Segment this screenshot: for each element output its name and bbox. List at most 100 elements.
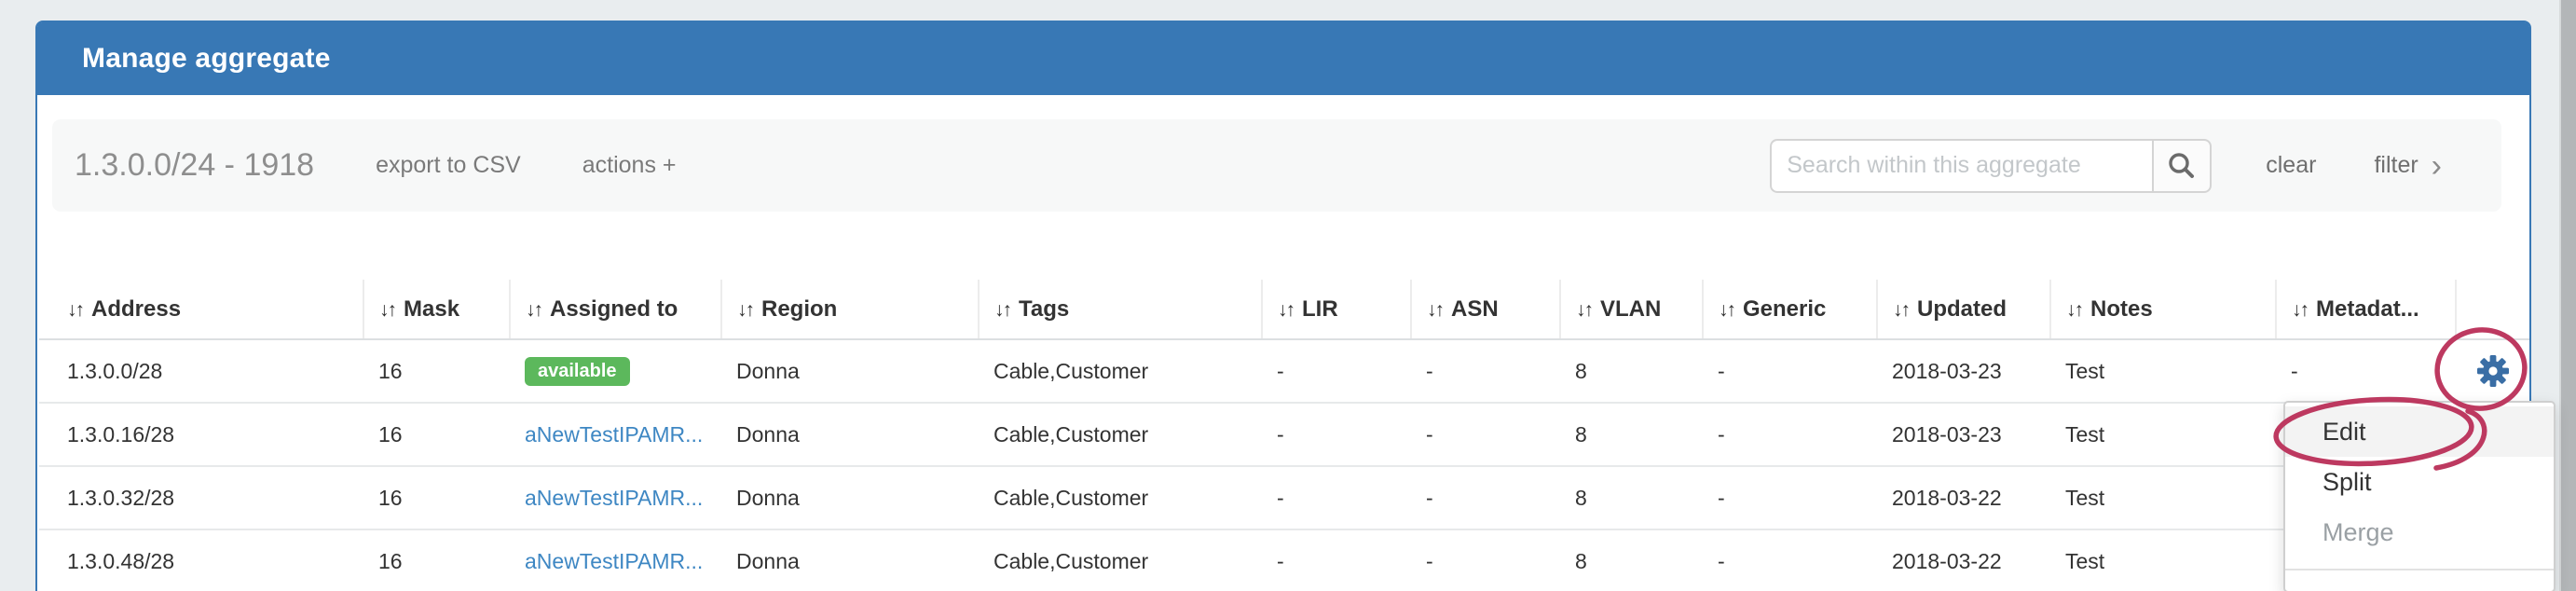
sort-icon: ↓↑ bbox=[2292, 298, 2309, 321]
column-header-mask[interactable]: ↓↑ Mask bbox=[363, 280, 510, 340]
cell-assigned: aNewTestIPAMR... bbox=[510, 403, 721, 467]
menu-separator bbox=[2285, 569, 2554, 570]
cell-tags: Cable,Customer bbox=[979, 339, 1262, 404]
sort-icon: ↓↑ bbox=[2066, 298, 2084, 321]
table-header-row: ↓↑ Address ↓↑ Mask ↓↑ Assigned to ↓↑ Region … bbox=[39, 280, 2529, 340]
cell-generic: - bbox=[1703, 339, 1877, 404]
search-group bbox=[1770, 138, 2213, 193]
cell-updated: 2018-03-23 bbox=[1877, 403, 2050, 467]
cell-generic: - bbox=[1703, 529, 1877, 591]
aggregate-label: 1.3.0.0/24 - 1918 bbox=[75, 147, 315, 183]
cell-assigned: aNewTestIPAMR... bbox=[510, 529, 721, 591]
sort-icon: ↓↑ bbox=[1719, 298, 1736, 321]
vertical-scrollbar[interactable] bbox=[2559, 0, 2576, 591]
table-row: 1.3.0.0/28 16 available Donna Cable,Cust… bbox=[39, 339, 2529, 404]
cell-vlan: 8 bbox=[1560, 466, 1703, 530]
cell-notes: Test bbox=[2050, 529, 2276, 591]
cell-vlan: 8 bbox=[1560, 403, 1703, 467]
cell-mask: 16 bbox=[363, 339, 510, 404]
cell-address: 1.3.0.32/28 bbox=[39, 466, 363, 530]
menu-item-merge: Merge bbox=[2323, 518, 2394, 546]
sort-icon: ↓↑ bbox=[1576, 298, 1594, 321]
filter-button[interactable]: filter › bbox=[2374, 147, 2442, 184]
search-input[interactable] bbox=[1770, 138, 2153, 193]
search-button[interactable] bbox=[2152, 138, 2213, 193]
cell-tags: Cable,Customer bbox=[979, 403, 1262, 467]
cell-region: Donna bbox=[721, 529, 979, 591]
cell-vlan: 8 bbox=[1560, 529, 1703, 591]
row-actions-gear-button[interactable] bbox=[2456, 339, 2529, 404]
assigned-link[interactable]: aNewTestIPAMR... bbox=[525, 421, 704, 447]
cell-notes: Test bbox=[2050, 466, 2276, 530]
cell-asn: - bbox=[1411, 403, 1560, 467]
column-header-metadata[interactable]: ↓↑ Metadat... bbox=[2275, 280, 2456, 340]
assigned-link[interactable]: aNewTestIPAMR... bbox=[525, 549, 704, 573]
sort-icon: ↓↑ bbox=[737, 298, 755, 321]
cell-region: Donna bbox=[721, 403, 979, 467]
cell-asn: - bbox=[1411, 466, 1560, 530]
cell-asn: - bbox=[1411, 339, 1560, 404]
actions-dropdown-button[interactable]: actions + bbox=[582, 152, 677, 178]
page-title: Manage aggregate bbox=[82, 43, 331, 74]
cell-notes: Test bbox=[2050, 403, 2276, 467]
cell-lir: - bbox=[1262, 529, 1411, 591]
cell-updated: 2018-03-22 bbox=[1877, 466, 2050, 530]
table-row: 1.3.0.32/28 16 aNewTestIPAMR... Donna Ca… bbox=[39, 466, 2529, 530]
cell-vlan: 8 bbox=[1560, 339, 1703, 404]
table-row: 1.3.0.16/28 16 aNewTestIPAMR... Donna Ca… bbox=[39, 403, 2529, 467]
cell-mask: 16 bbox=[363, 466, 510, 530]
column-header-asn[interactable]: ↓↑ ASN bbox=[1410, 280, 1560, 340]
cell-updated: 2018-03-22 bbox=[1877, 529, 2050, 591]
panel-header: Manage aggregate bbox=[37, 22, 2529, 95]
filter-label: filter bbox=[2374, 152, 2418, 178]
search-icon bbox=[2169, 152, 2195, 178]
cell-generic: - bbox=[1703, 466, 1877, 530]
sort-icon: ↓↑ bbox=[1278, 298, 1295, 321]
export-csv-button[interactable]: export to CSV bbox=[376, 152, 521, 178]
column-header-actions bbox=[2455, 280, 2529, 340]
row-actions-menu: Edit Split Merge bbox=[2283, 401, 2555, 591]
cell-tags: Cable,Customer bbox=[979, 466, 1262, 530]
status-badge: available bbox=[525, 356, 630, 386]
cell-region: Donna bbox=[721, 466, 979, 530]
cell-mask: 16 bbox=[363, 403, 510, 467]
cell-lir: - bbox=[1262, 339, 1411, 404]
cell-lir: - bbox=[1262, 466, 1411, 530]
cell-notes: Test bbox=[2050, 339, 2276, 404]
column-header-notes[interactable]: ↓↑ Notes bbox=[2049, 280, 2276, 340]
column-header-generic[interactable]: ↓↑ Generic bbox=[1702, 280, 1877, 340]
cell-assigned: available bbox=[510, 339, 721, 404]
column-header-updated[interactable]: ↓↑ Updated bbox=[1876, 280, 2050, 340]
aggregate-table: ↓↑ Address ↓↑ Mask ↓↑ Assigned to ↓↑ Region … bbox=[39, 280, 2529, 591]
column-header-region[interactable]: ↓↑ Region bbox=[720, 280, 979, 340]
column-header-vlan[interactable]: ↓↑ VLAN bbox=[1559, 280, 1703, 340]
cell-generic: - bbox=[1703, 403, 1877, 467]
cell-address: 1.3.0.0/28 bbox=[39, 339, 363, 404]
manage-aggregate-panel: Manage aggregate 1.3.0.0/24 - 1918 expor… bbox=[35, 21, 2531, 591]
sort-icon: ↓↑ bbox=[67, 298, 85, 321]
cell-mask: 16 bbox=[363, 529, 510, 591]
sort-icon: ↓↑ bbox=[994, 298, 1012, 321]
cell-asn: - bbox=[1411, 529, 1560, 591]
cell-assigned: aNewTestIPAMR... bbox=[510, 466, 721, 530]
column-header-address[interactable]: ↓↑ Address bbox=[39, 280, 363, 340]
sort-icon: ↓↑ bbox=[1427, 298, 1445, 321]
cell-lir: - bbox=[1262, 403, 1411, 467]
table-row: 1.3.0.48/28 16 aNewTestIPAMR... Donna Ca… bbox=[39, 529, 2529, 591]
column-header-tags[interactable]: ↓↑ Tags bbox=[978, 280, 1262, 340]
column-header-lir[interactable]: ↓↑ LIR bbox=[1261, 280, 1411, 340]
cell-metadata: - bbox=[2276, 339, 2456, 404]
menu-item-split[interactable]: Split bbox=[2323, 468, 2372, 496]
sort-icon: ↓↑ bbox=[1893, 298, 1911, 321]
sort-icon: ↓↑ bbox=[526, 298, 543, 321]
menu-item-edit[interactable]: Edit bbox=[2285, 406, 2554, 457]
assigned-link[interactable]: aNewTestIPAMR... bbox=[525, 485, 704, 510]
cell-region: Donna bbox=[721, 339, 979, 404]
clear-button[interactable]: clear bbox=[2266, 152, 2317, 178]
column-header-assigned-to[interactable]: ↓↑ Assigned to bbox=[509, 280, 721, 340]
cell-tags: Cable,Customer bbox=[979, 529, 1262, 591]
cell-address: 1.3.0.48/28 bbox=[39, 529, 363, 591]
cell-address: 1.3.0.16/28 bbox=[39, 403, 363, 467]
toolbar: 1.3.0.0/24 - 1918 export to CSV actions … bbox=[52, 119, 2501, 212]
